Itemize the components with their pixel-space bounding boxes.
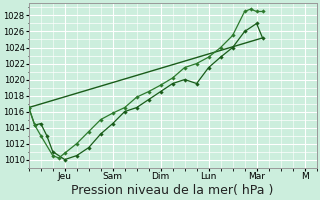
X-axis label: Pression niveau de la mer( hPa ): Pression niveau de la mer( hPa )	[71, 184, 274, 197]
